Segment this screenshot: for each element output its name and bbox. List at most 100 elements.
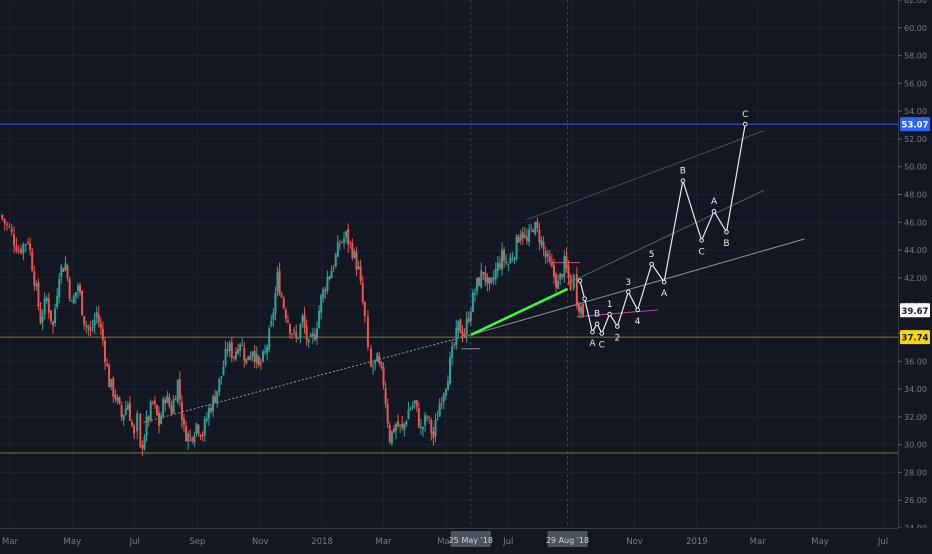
candle-body bbox=[178, 379, 181, 400]
candle-body bbox=[330, 270, 333, 278]
wave-label: B bbox=[723, 239, 729, 249]
candle-body bbox=[174, 399, 177, 401]
candle-body bbox=[399, 424, 402, 426]
wave-label: C bbox=[742, 110, 748, 120]
candle-body bbox=[563, 255, 566, 277]
candle-body bbox=[355, 252, 358, 270]
candle-body bbox=[203, 419, 206, 436]
candle-body bbox=[338, 244, 341, 246]
candle-body bbox=[534, 222, 537, 235]
candle-body bbox=[386, 404, 389, 424]
candle-body bbox=[405, 421, 408, 425]
candle-body bbox=[438, 403, 441, 417]
candle-body bbox=[207, 407, 210, 419]
candle-body bbox=[234, 351, 237, 360]
grid bbox=[0, 0, 898, 529]
candle-body bbox=[380, 361, 383, 368]
candle-body bbox=[463, 334, 466, 336]
wave-label: 3 bbox=[625, 278, 631, 288]
candle-body bbox=[455, 327, 458, 345]
wave-label: A bbox=[711, 197, 718, 207]
x-tick-label: Jul bbox=[877, 537, 888, 547]
x-tick-label: 2019 bbox=[686, 537, 708, 547]
y-tick-label: 28.00 bbox=[904, 468, 927, 477]
candle-body bbox=[538, 229, 541, 243]
candle-body bbox=[151, 401, 154, 403]
wave-point bbox=[699, 238, 704, 243]
y-tick-label: 36.00 bbox=[904, 357, 927, 366]
candle-body bbox=[328, 276, 331, 280]
y-tick-label: 54.00 bbox=[904, 107, 927, 116]
x-tick-label: Jul bbox=[502, 537, 513, 547]
candle-body bbox=[212, 395, 215, 411]
candle-body bbox=[403, 423, 406, 430]
candle-body bbox=[349, 242, 352, 244]
candle-body bbox=[76, 285, 79, 291]
candle-body bbox=[530, 227, 533, 229]
wave-label: B bbox=[594, 310, 600, 320]
candle-body bbox=[122, 415, 125, 420]
x-tick-label: Sep bbox=[189, 537, 205, 547]
y-tick-label: 26.00 bbox=[904, 496, 927, 505]
candle-body bbox=[103, 341, 106, 362]
candle-body bbox=[559, 272, 562, 280]
y-tick-label: 56.00 bbox=[904, 79, 927, 88]
candle-body bbox=[345, 231, 348, 238]
candle-body bbox=[118, 397, 121, 404]
candle-body bbox=[3, 218, 6, 224]
candle-body bbox=[160, 415, 163, 424]
candle-body bbox=[141, 445, 144, 449]
candle-body bbox=[39, 308, 42, 324]
candle-body bbox=[81, 290, 84, 316]
candle-body bbox=[31, 251, 34, 271]
candle-body bbox=[478, 277, 481, 286]
candle-body bbox=[83, 316, 86, 325]
candle-body bbox=[372, 366, 375, 368]
wave-point bbox=[594, 321, 600, 327]
x-tick-label: May bbox=[437, 537, 455, 547]
candle-body bbox=[220, 376, 223, 379]
candle-body bbox=[336, 242, 339, 257]
candle-body bbox=[501, 250, 504, 270]
candle-body bbox=[311, 333, 314, 337]
candle-body bbox=[201, 434, 204, 437]
candle-body bbox=[155, 405, 158, 416]
candle-body bbox=[205, 418, 208, 421]
candle-body bbox=[511, 258, 514, 260]
candle-body bbox=[561, 274, 564, 278]
wave-point bbox=[724, 229, 729, 235]
candle-body bbox=[351, 243, 354, 259]
candle-body bbox=[384, 388, 387, 405]
candle-body bbox=[286, 320, 289, 323]
candle-body bbox=[334, 254, 337, 267]
candle-body bbox=[166, 395, 169, 403]
candle-body bbox=[49, 310, 52, 322]
candle-body bbox=[241, 345, 244, 347]
candle-body bbox=[467, 317, 470, 322]
candle-body bbox=[555, 274, 558, 288]
candle-body bbox=[552, 265, 555, 277]
candle-body bbox=[222, 367, 225, 375]
candle-body bbox=[130, 421, 133, 426]
candle-body bbox=[108, 365, 111, 388]
candle-body bbox=[505, 261, 508, 264]
wave-point bbox=[582, 296, 587, 302]
candle-body bbox=[513, 258, 516, 260]
price-label: 53.07 bbox=[902, 121, 929, 131]
y-tick-label: 52.00 bbox=[904, 135, 927, 144]
candle-body bbox=[413, 400, 416, 404]
candle-body bbox=[461, 331, 464, 337]
candle-body bbox=[419, 426, 422, 428]
crosshair-date-label: 25 May '18 bbox=[449, 536, 493, 545]
candle-body bbox=[494, 268, 497, 280]
candle-body bbox=[22, 243, 25, 254]
candle-body bbox=[136, 413, 139, 432]
candle-body bbox=[546, 253, 549, 257]
candle-body bbox=[197, 425, 200, 435]
candle-body bbox=[363, 302, 366, 317]
candle-body bbox=[417, 408, 420, 428]
candle-body bbox=[446, 380, 449, 391]
wave-point bbox=[599, 331, 605, 336]
